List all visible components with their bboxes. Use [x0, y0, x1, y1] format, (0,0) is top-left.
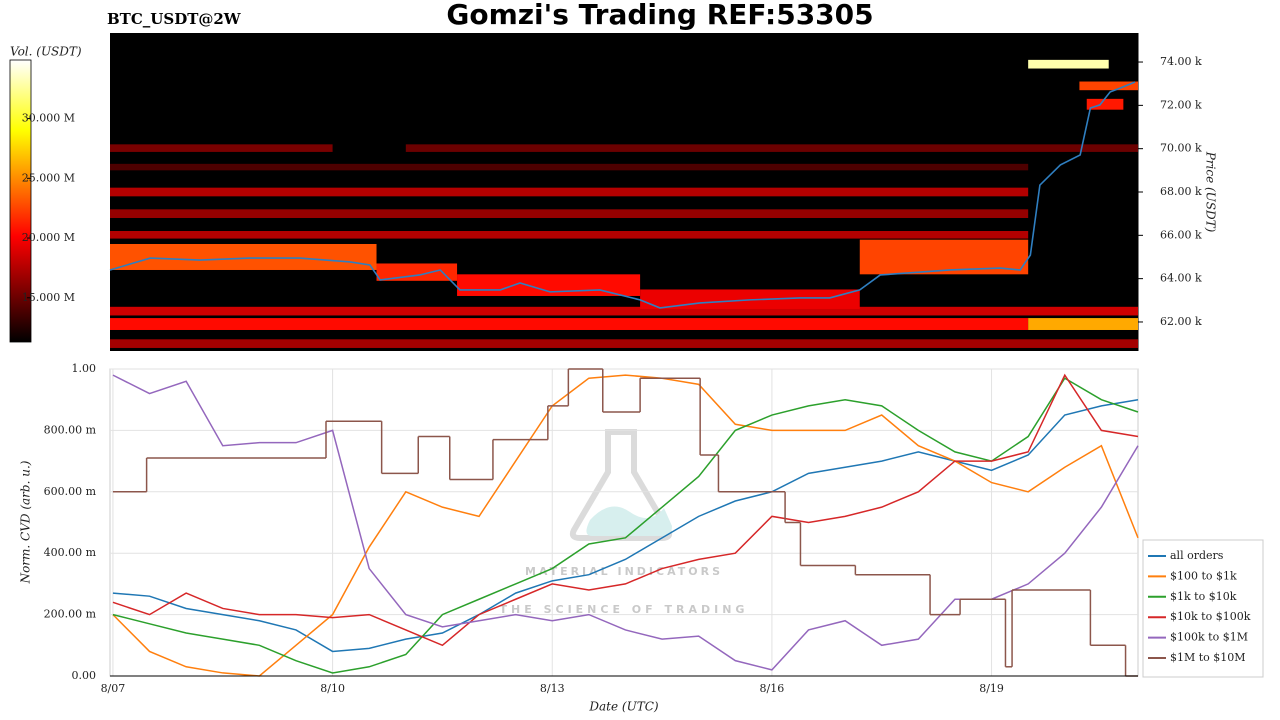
colorbar-tick-label: 25.000 M	[22, 171, 75, 184]
colorbar	[9, 59, 32, 343]
legend-label: $100 to $1k	[1170, 569, 1237, 582]
y-tick-label: 70.00 k	[1160, 142, 1202, 155]
colorbar-tick-label: 30.000 M	[22, 112, 75, 125]
y-tick-label: 72.00 k	[1160, 98, 1202, 111]
legend-label: $10k to $100k	[1170, 610, 1251, 623]
y-tick-label: 64.00 k	[1160, 272, 1202, 285]
y-tick-label: 74.00 k	[1160, 55, 1202, 68]
series-line	[112, 398, 1139, 653]
watermark: THE SCIENCE OF TRADING	[500, 603, 749, 616]
heatmap-cell	[110, 230, 1029, 239]
x-tick-label: 8/16	[760, 682, 785, 695]
subtitle: BTC_USDT@2W	[107, 10, 242, 28]
y-tick-label: 600.00 m	[44, 485, 97, 498]
y-tick-label: 800.00 m	[44, 423, 97, 436]
watermark: MATERIAL INDICATORS	[525, 565, 723, 578]
series-line	[112, 377, 1139, 674]
x-tick-label: 8/10	[320, 682, 345, 695]
heatmap-cell	[1028, 59, 1109, 69]
legend-label: $1k to $10k	[1170, 590, 1237, 603]
colorbar-label: Vol. (USDT)	[10, 45, 82, 59]
legend-label: $1M to $10M	[1170, 651, 1246, 664]
heatmap-cell	[1028, 318, 1138, 330]
y-axis-label: Norm. CVD (arb. u.)	[19, 460, 33, 584]
price-axis-label: Price (USDT)	[1204, 151, 1218, 233]
x-tick-label: 8/07	[101, 682, 126, 695]
y-tick-label: 68.00 k	[1160, 185, 1202, 198]
heatmap-cell	[110, 243, 377, 270]
heatmap-cell	[376, 263, 458, 281]
heatmap-cell	[110, 306, 1138, 316]
colorbar-tick-label: 20.000 M	[22, 231, 75, 244]
heatmap-cell	[110, 339, 1138, 348]
heatmap-cell	[859, 239, 1029, 275]
heatmap-cell	[110, 187, 1029, 197]
legend-label: all orders	[1170, 549, 1224, 562]
x-axis-label: Date (UTC)	[588, 700, 658, 714]
y-tick-label: 1.00	[72, 362, 97, 375]
x-tick-label: 8/19	[979, 682, 1004, 695]
y-tick-label: 62.00 k	[1160, 315, 1202, 328]
legend-box	[1142, 539, 1264, 678]
colorbar-tick-label: 15.000 M	[22, 291, 75, 304]
heatmap-cell	[110, 318, 1029, 330]
price-line	[109, 81, 1136, 309]
chart-title: Gomzi's Trading REF:53305	[446, 0, 873, 31]
y-tick-label: 200.00 m	[44, 608, 97, 621]
y-tick-label: 400.00 m	[44, 546, 97, 559]
heatmap-cell	[110, 144, 333, 152]
series-line	[112, 373, 1139, 647]
legend-label: $100k to $1M	[1170, 631, 1248, 644]
x-tick-label: 8/13	[540, 682, 565, 695]
y-tick-label: 66.00 k	[1160, 228, 1202, 241]
heatmap-cell	[110, 163, 1029, 171]
heatmap-cell	[1086, 98, 1124, 110]
heatmap-cell	[405, 144, 1138, 152]
heatmap-cell	[110, 209, 1029, 218]
y-tick-label: 0.00	[72, 669, 97, 682]
heatmap-cell	[1079, 81, 1138, 91]
